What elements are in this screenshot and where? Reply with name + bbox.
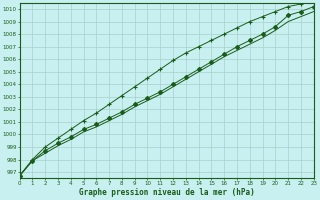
X-axis label: Graphe pression niveau de la mer (hPa): Graphe pression niveau de la mer (hPa): [79, 188, 254, 197]
